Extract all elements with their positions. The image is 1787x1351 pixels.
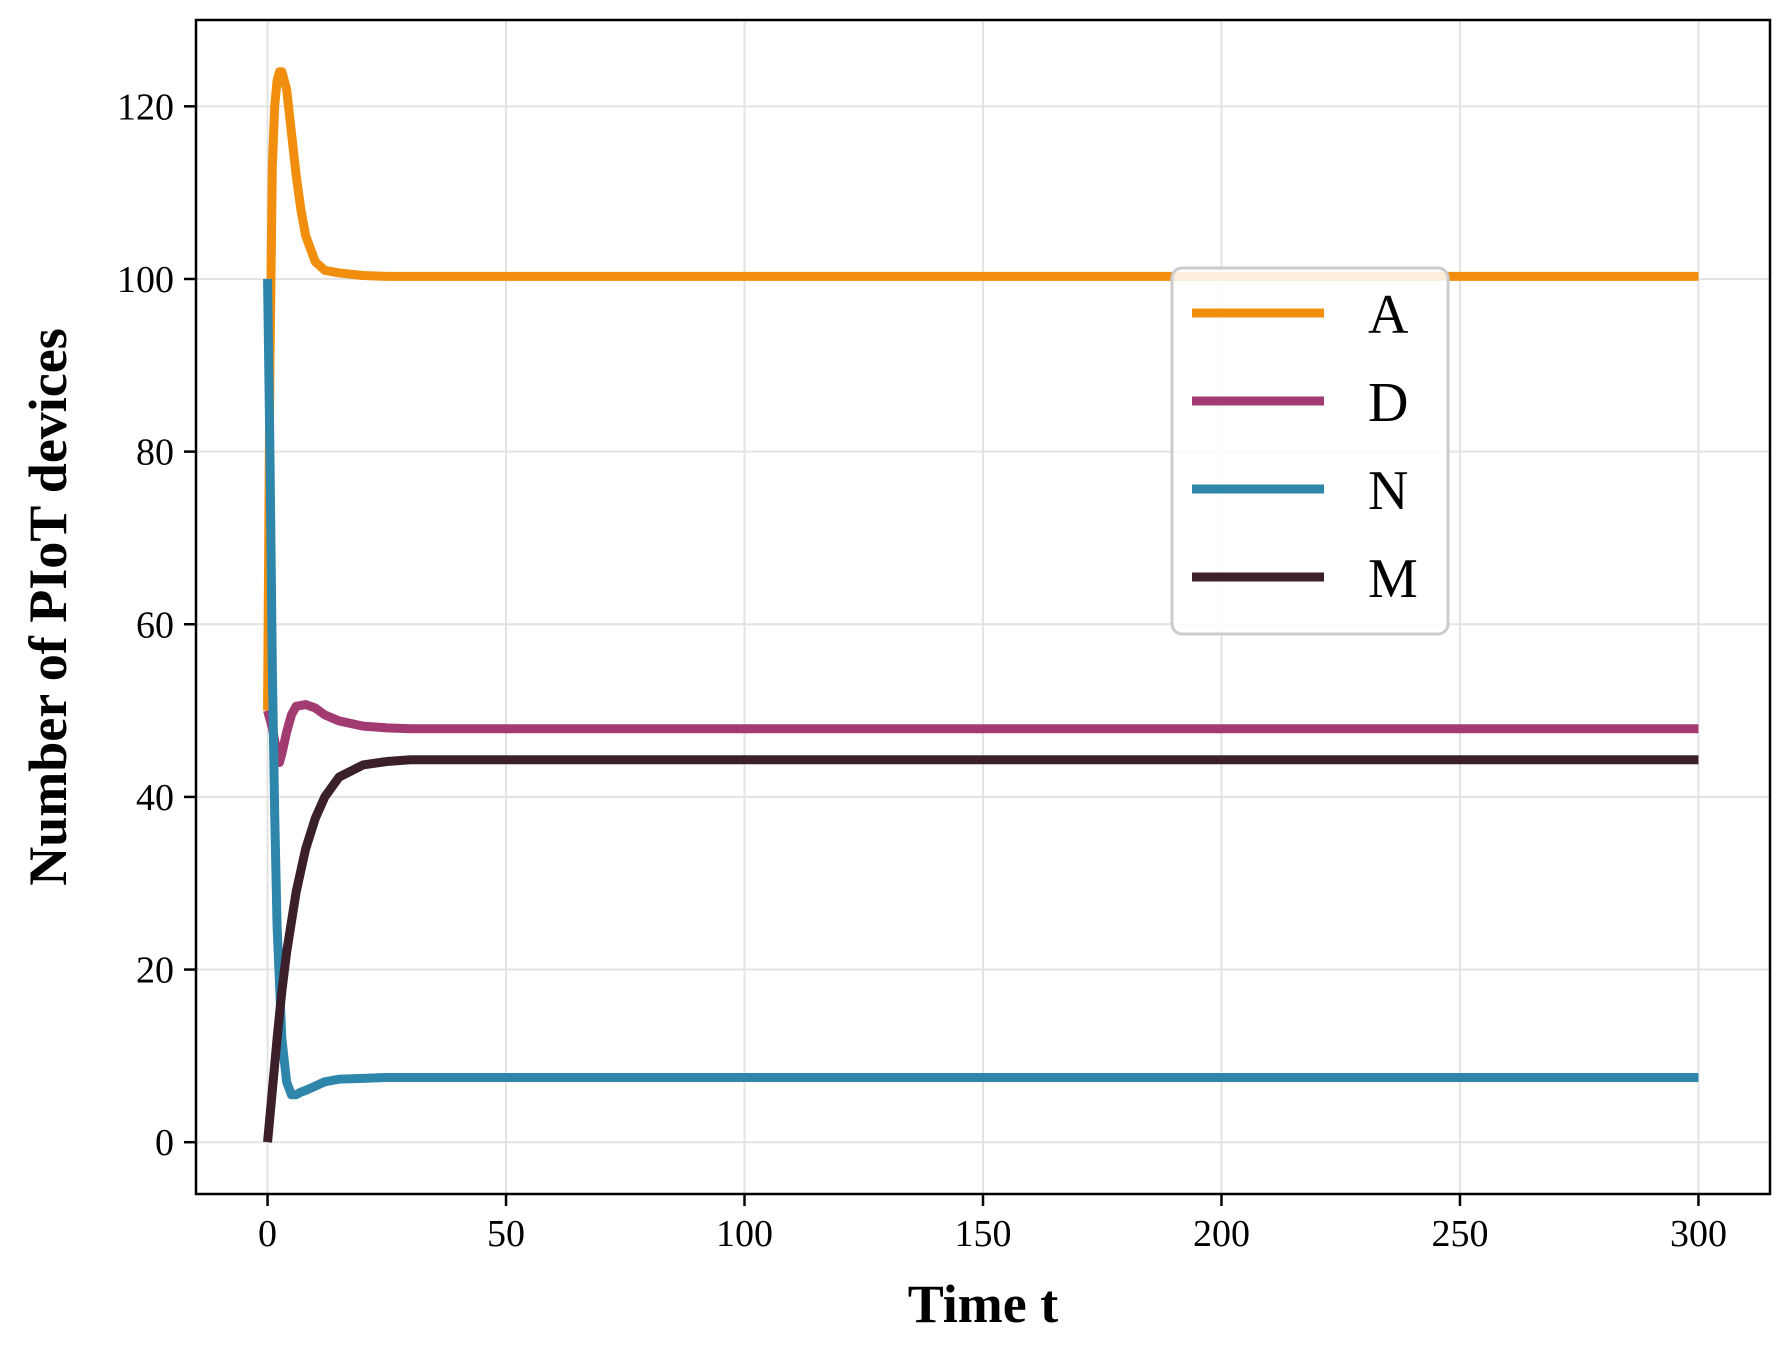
y-tick-label: 80 xyxy=(136,432,174,474)
series-lines xyxy=(263,67,1699,1143)
x-tick-label: 300 xyxy=(1670,1213,1727,1255)
y-tick-label: 60 xyxy=(136,604,174,646)
grid xyxy=(196,20,1770,1194)
legend-label-a: A xyxy=(1368,284,1409,346)
x-tick-label: 0 xyxy=(258,1213,277,1255)
x-tick-label: 50 xyxy=(487,1213,525,1255)
y-axis-title: Number of PIoT devices xyxy=(18,328,78,885)
x-tick-label: 200 xyxy=(1193,1213,1250,1255)
x-tick-label: 250 xyxy=(1431,1213,1488,1255)
series-line-m xyxy=(263,755,1699,1143)
series-line-n xyxy=(263,278,1699,1100)
legend-label-m: M xyxy=(1368,548,1418,610)
y-tick-label: 0 xyxy=(155,1122,174,1164)
y-tick-label: 40 xyxy=(136,777,174,819)
x-tick-label: 150 xyxy=(955,1213,1012,1255)
x-axis-title: Time t xyxy=(908,1274,1058,1334)
series-line-a xyxy=(263,67,1699,711)
legend-box xyxy=(1170,266,1450,636)
axis-ticks: 0 50 100 150 200 250 300 0 20 40 60 80 100 120 xyxy=(117,86,1727,1255)
y-tick-label: 120 xyxy=(117,86,174,128)
y-tick-label: 100 xyxy=(117,259,174,301)
series-line-d xyxy=(263,700,1699,767)
y-tick-label: 20 xyxy=(136,950,174,992)
legend-label-n: N xyxy=(1368,460,1408,522)
legend-label-d: D xyxy=(1368,372,1408,434)
x-tick-label: 100 xyxy=(716,1213,773,1255)
